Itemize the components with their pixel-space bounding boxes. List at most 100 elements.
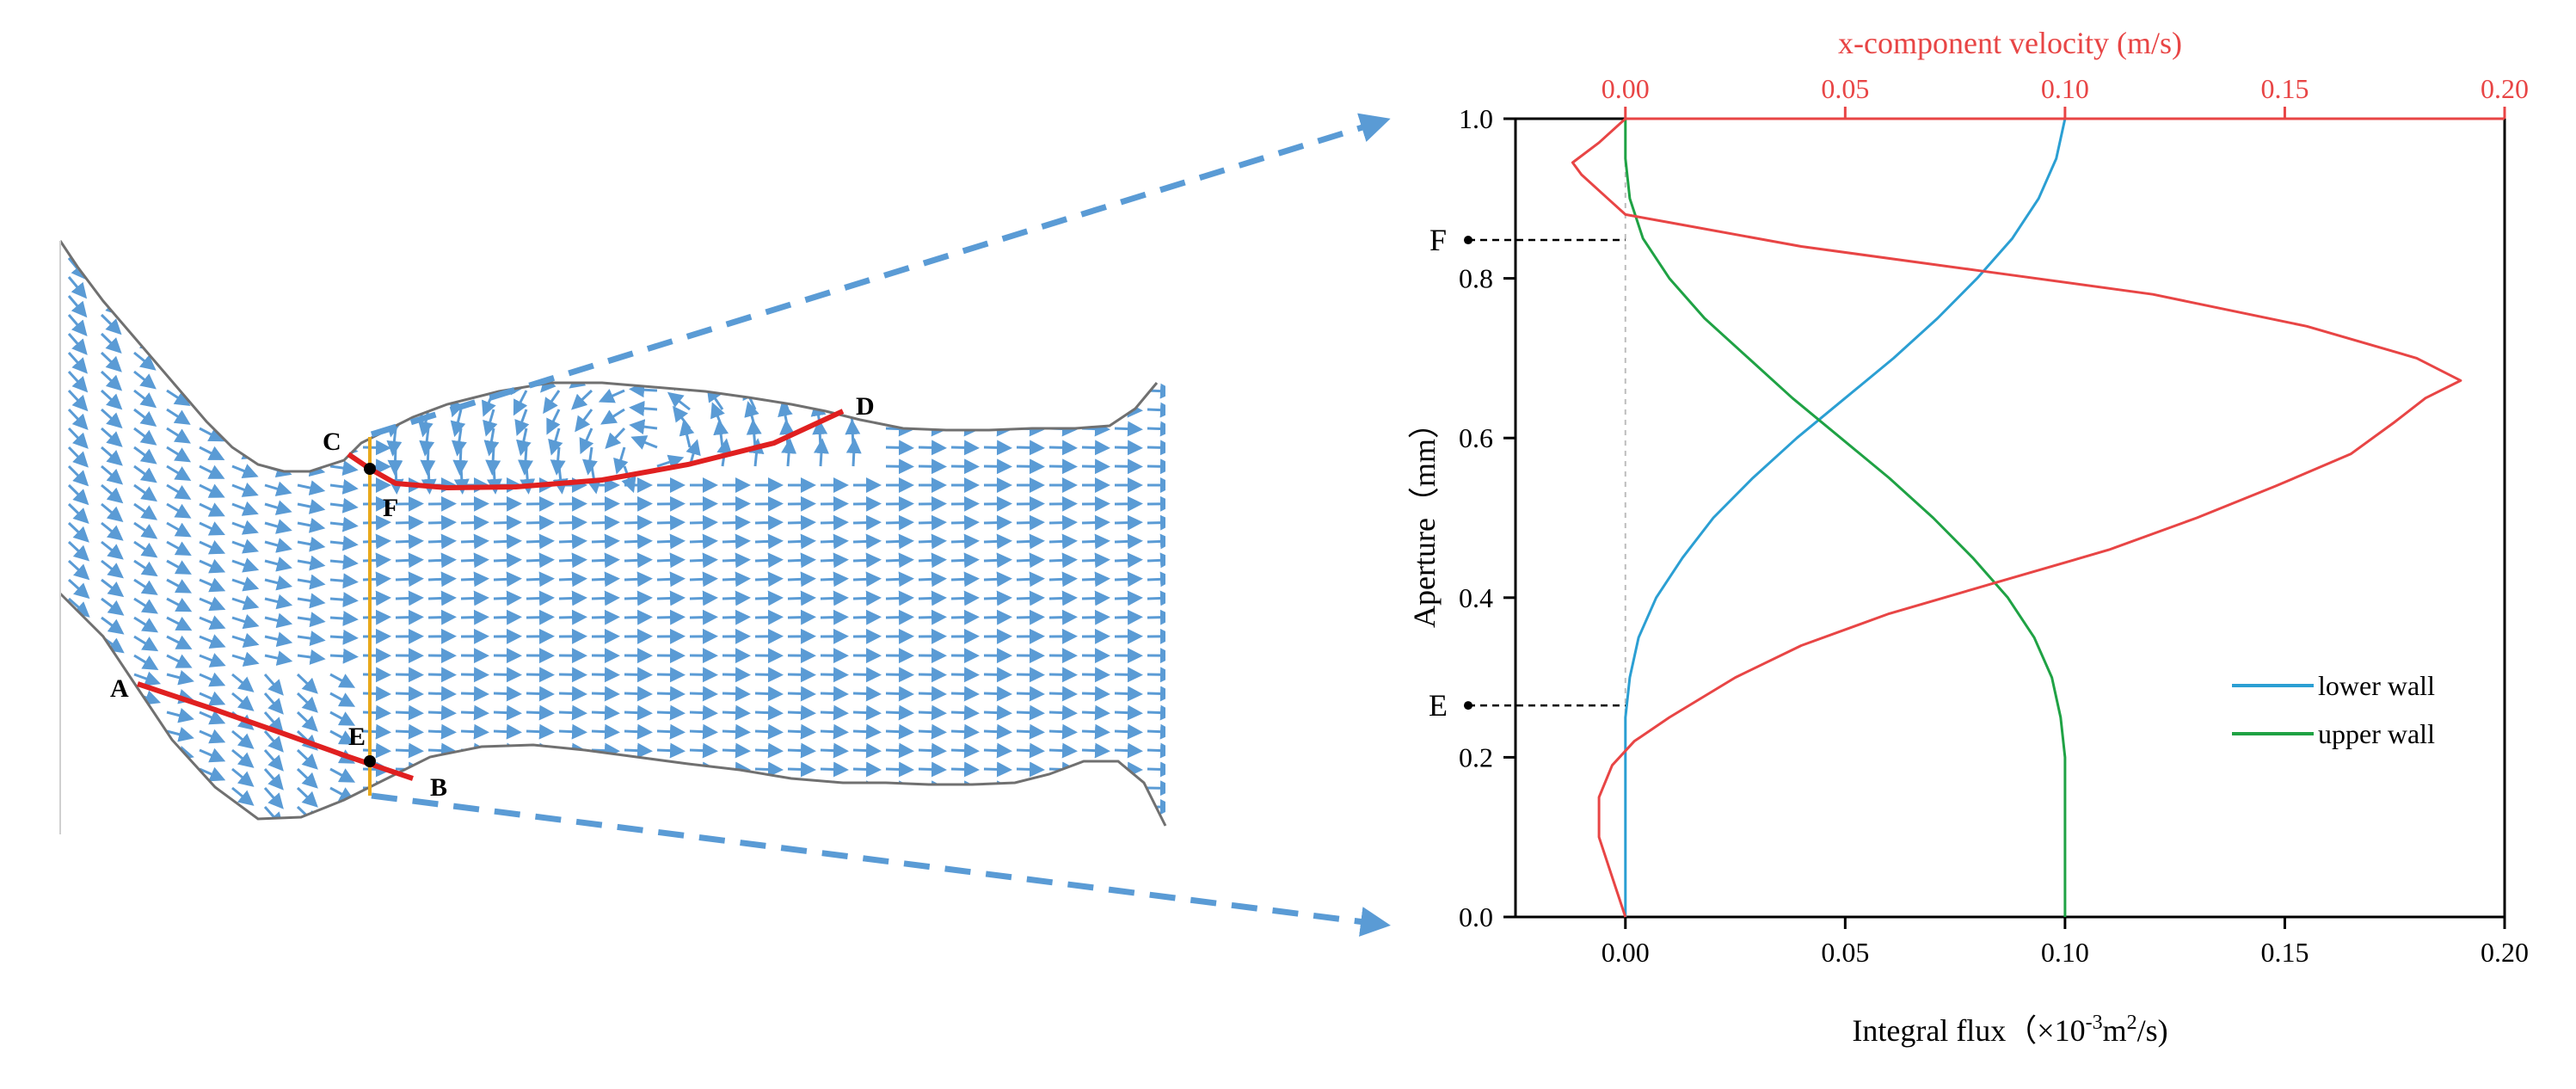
velocity-vector — [630, 435, 658, 450]
velocity-vector — [885, 667, 914, 683]
velocity-vector — [1016, 609, 1045, 625]
velocity-vector — [362, 345, 391, 361]
velocity-vector — [296, 786, 318, 808]
velocity-vector — [133, 728, 162, 743]
velocity-vector — [836, 292, 855, 316]
velocity-vector — [852, 686, 882, 702]
velocity-vector — [852, 761, 882, 778]
velocity-vector — [1081, 742, 1110, 759]
velocity-vector — [754, 514, 784, 531]
velocity-vector — [536, 332, 560, 352]
velocity-vector — [1147, 723, 1165, 740]
velocity-vector — [852, 780, 882, 797]
flow-field-diagram: A B C D E F — [58, 113, 1391, 937]
velocity-vector — [820, 590, 849, 606]
velocity-vector — [493, 571, 522, 588]
velocity-vector — [918, 268, 947, 285]
velocity-vector — [591, 552, 620, 569]
velocity-vector — [1016, 571, 1045, 588]
velocity-vector — [1147, 686, 1165, 702]
velocity-vector — [231, 332, 258, 347]
velocity-vector — [296, 673, 318, 694]
velocity-vector — [297, 255, 325, 270]
velocity-vector — [1147, 590, 1165, 606]
velocity-vector — [1016, 686, 1045, 702]
velocity-vector — [983, 514, 1012, 531]
velocity-vector — [199, 256, 224, 274]
velocity-vector — [493, 590, 522, 606]
velocity-vector — [133, 483, 157, 502]
velocity-vector — [362, 268, 391, 285]
left-tick-label: 0.6 — [1459, 422, 1493, 453]
velocity-vector — [983, 686, 1012, 702]
velocity-vector — [735, 332, 757, 354]
velocity-vector — [493, 609, 522, 625]
velocity-vector — [362, 704, 391, 721]
velocity-vector — [672, 405, 692, 429]
velocity-vector — [1016, 440, 1045, 456]
velocity-vector — [839, 327, 855, 354]
velocity-vector — [329, 554, 359, 570]
velocity-vector — [567, 351, 593, 367]
velocity-vector — [460, 704, 489, 721]
velocity-vector — [297, 311, 325, 326]
velocity-vector — [950, 761, 980, 778]
velocity-vector — [548, 428, 563, 456]
velocity-vector — [722, 686, 751, 702]
velocity-vector — [656, 552, 685, 569]
velocity-vector — [329, 403, 359, 420]
velocity-vector — [950, 402, 980, 418]
velocity-vector — [68, 748, 92, 768]
velocity-vector — [67, 465, 89, 487]
velocity-vector — [1081, 723, 1110, 740]
velocity-vector — [1016, 345, 1045, 361]
velocity-vector — [629, 268, 658, 285]
velocity-vector — [689, 552, 718, 569]
velocity-vector — [550, 446, 566, 476]
velocity-vector — [983, 533, 1012, 550]
velocity-vector — [552, 465, 569, 495]
velocity-vector — [1048, 590, 1078, 606]
velocity-vector — [918, 287, 947, 304]
velocity-vector — [582, 446, 598, 476]
velocity-vector — [950, 249, 980, 266]
velocity-vector — [199, 332, 224, 348]
velocity-vector — [596, 290, 625, 306]
velocity-vector — [1081, 533, 1110, 550]
velocity-vector — [950, 667, 980, 683]
velocity-vector — [264, 443, 292, 459]
velocity-vector — [329, 348, 359, 363]
velocity-vector — [1081, 780, 1110, 797]
velocity-vector — [558, 667, 587, 683]
velocity-vector — [1016, 287, 1045, 304]
velocity-vector — [166, 784, 194, 799]
velocity-vector — [591, 571, 620, 588]
velocity-vector — [820, 514, 849, 531]
velocity-vector — [564, 254, 593, 270]
velocity-vector — [427, 571, 457, 588]
velocity-vector — [100, 408, 123, 429]
velocity-vector — [101, 578, 125, 598]
velocity-vector — [526, 742, 555, 759]
velocity-vector — [473, 294, 495, 317]
velocity-vector — [263, 674, 284, 696]
velocity-vector — [416, 371, 432, 398]
velocity-vector — [1048, 742, 1078, 759]
velocity-vector — [493, 723, 522, 740]
velocity-vector — [231, 673, 255, 692]
velocity-vector — [231, 370, 259, 385]
velocity-vector — [199, 313, 224, 329]
velocity-vector — [1081, 761, 1110, 778]
velocity-vector — [442, 295, 463, 318]
velocity-vector — [264, 330, 292, 346]
segment-cd — [347, 409, 845, 491]
velocity-vector — [1048, 402, 1078, 418]
velocity-vector — [1048, 780, 1078, 797]
velocity-vector — [842, 381, 858, 410]
velocity-vector — [689, 533, 718, 550]
velocity-vector — [101, 711, 126, 729]
velocity-vector — [68, 654, 91, 674]
velocity-vector — [754, 533, 784, 550]
velocity-vector — [918, 458, 947, 475]
velocity-vector — [1081, 440, 1110, 456]
